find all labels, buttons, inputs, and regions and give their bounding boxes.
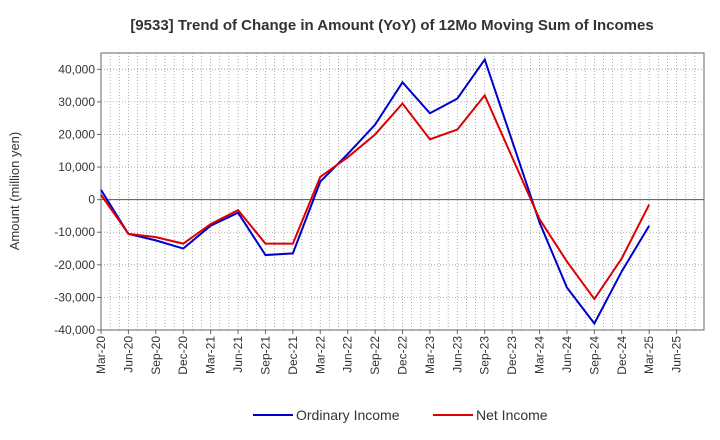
x-tick-label: Mar-22 bbox=[313, 336, 327, 374]
legend: Ordinary Income Net Income bbox=[253, 407, 548, 423]
y-tick-label: 10,000 bbox=[58, 160, 95, 174]
x-tick-label: Mar-20 bbox=[94, 336, 108, 374]
x-tick-label: Mar-21 bbox=[204, 336, 218, 374]
y-tick-label: -40,000 bbox=[54, 323, 95, 337]
x-tick-label: Sep-21 bbox=[258, 336, 272, 375]
x-tick-label: Dec-20 bbox=[176, 336, 190, 375]
x-tick-label: Jun-22 bbox=[341, 336, 355, 373]
x-tick-label: Dec-23 bbox=[505, 336, 519, 375]
x-tick-label: Sep-24 bbox=[587, 336, 601, 375]
x-tick-label: Jun-24 bbox=[560, 336, 574, 373]
y-tick-label: 40,000 bbox=[58, 62, 95, 76]
x-tick-label: Dec-21 bbox=[286, 336, 300, 375]
plot-area: -40,000 -30,000 -20,000 -10,000 0 10,000 20,00… bbox=[54, 52, 705, 375]
x-tick-label: Mar-24 bbox=[533, 336, 547, 374]
y-axis-label: Amount (million yen) bbox=[7, 132, 22, 251]
series-line-ordinary-income bbox=[100, 57, 651, 326]
x-tick-label: Mar-25 bbox=[642, 336, 656, 374]
x-tick-label: Dec-22 bbox=[396, 336, 410, 375]
x-tick-label: Sep-20 bbox=[149, 336, 163, 375]
y-tick-label: -30,000 bbox=[54, 290, 95, 304]
y-tick-label: 30,000 bbox=[58, 95, 95, 109]
y-tick-label: -10,000 bbox=[54, 225, 95, 239]
x-tick-label: Jun-25 bbox=[670, 336, 684, 373]
legend-label: Net Income bbox=[476, 407, 548, 423]
x-tick-label: Jun-21 bbox=[231, 336, 245, 373]
chart-title: [9533] Trend of Change in Amount (YoY) o… bbox=[130, 17, 653, 34]
y-tick-label: 0 bbox=[88, 193, 95, 207]
x-tick-label: Jun-20 bbox=[121, 336, 135, 373]
x-tick-label: Mar-23 bbox=[423, 336, 437, 374]
y-tick-label: 20,000 bbox=[58, 127, 95, 141]
x-tick-label: Jun-23 bbox=[450, 336, 464, 373]
series-line-net-income bbox=[100, 93, 651, 301]
legend-label: Ordinary Income bbox=[296, 407, 400, 423]
y-tick-label: -20,000 bbox=[54, 258, 95, 272]
x-tick-label: Sep-23 bbox=[478, 336, 492, 375]
x-tick-label: Dec-24 bbox=[615, 336, 629, 375]
x-tick-label: Sep-22 bbox=[368, 336, 382, 375]
